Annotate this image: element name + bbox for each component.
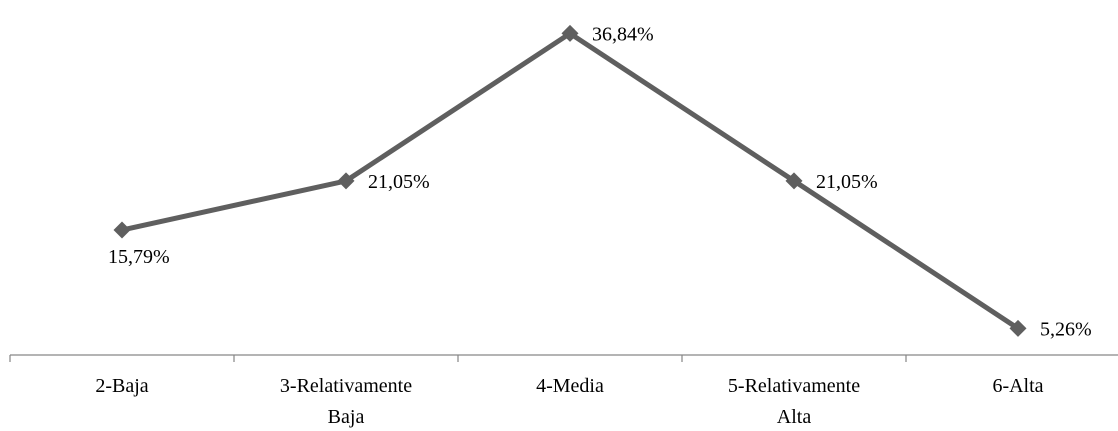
data-point-marker xyxy=(1009,319,1027,337)
data-point-marker xyxy=(337,172,355,190)
data-point-marker xyxy=(561,24,579,42)
x-tick-label: 6-Alta xyxy=(992,375,1043,397)
x-tick-label: 2-Baja xyxy=(95,375,148,397)
x-axis xyxy=(9,354,1118,362)
x-tick-label: 4-Media xyxy=(536,375,604,397)
x-tick-label: 5-Relativamente Alta xyxy=(728,375,860,428)
data-label: 21,05% xyxy=(368,171,430,193)
tick-label-layer: 2-Baja 3-Relativamente Baja 4-Media 5-Relati… xyxy=(95,375,1043,428)
data-point-marker xyxy=(785,172,803,190)
data-label: 15,79% xyxy=(108,246,170,268)
x-tick-label: 3-Relativamente Baja xyxy=(280,375,412,428)
series-line-layer xyxy=(119,30,1021,331)
data-label: 21,05% xyxy=(816,171,878,193)
data-point-marker xyxy=(113,221,131,239)
series-line xyxy=(119,30,1021,331)
data-label: 5,26% xyxy=(1040,318,1092,340)
data-label-layer: 15,79% 21,05% 36,84% 21,05% 5,26% xyxy=(108,23,1092,340)
data-label: 36,84% xyxy=(592,23,654,45)
marker-layer xyxy=(113,24,1027,337)
